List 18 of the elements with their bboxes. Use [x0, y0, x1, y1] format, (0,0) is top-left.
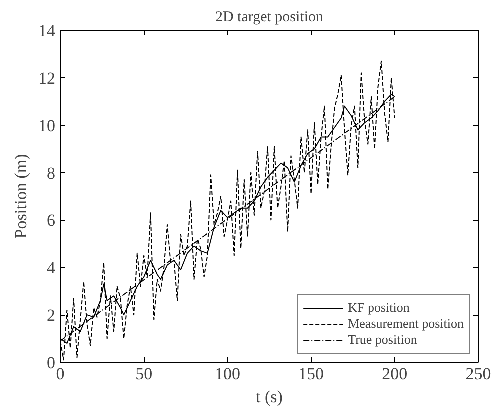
x-tick-label: 150 [298, 364, 324, 384]
y-tick-label: 6 [47, 211, 56, 230]
y-tick-label: 2 [47, 306, 56, 326]
y-tick-label: 14 [38, 22, 56, 40]
x-tick-label: 200 [382, 364, 408, 384]
chart-title: 2D target position [215, 10, 324, 26]
y-tick-label: 4 [47, 258, 56, 278]
legend-label: KF position [348, 300, 410, 316]
legend-label: True position [348, 332, 418, 348]
y-tick-label: 12 [38, 68, 56, 88]
y-tick-label: 10 [38, 116, 56, 136]
x-tick-label: 100 [214, 364, 240, 384]
y-axis-title: Position (m) [12, 154, 30, 239]
y-tick-label: 8 [47, 164, 56, 183]
x-tick-label: 250 [466, 364, 492, 384]
legend-label: Measurement position [348, 316, 464, 332]
x-tick-label: 50 [136, 364, 153, 384]
x-axis-title: t (s) [256, 388, 283, 406]
